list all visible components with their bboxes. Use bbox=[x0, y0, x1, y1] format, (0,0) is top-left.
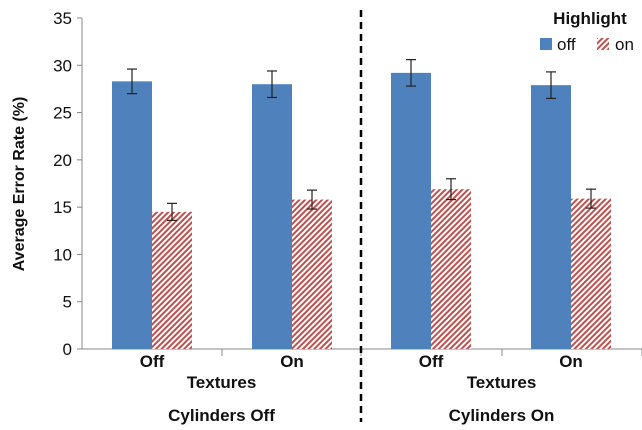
legend-title: Highlight bbox=[553, 9, 627, 28]
category-label: Off bbox=[419, 352, 444, 371]
bar-off-off-panel1 bbox=[112, 81, 152, 349]
group-axis-label: Textures bbox=[467, 373, 537, 392]
group-axis-label: Textures bbox=[187, 373, 257, 392]
y-axis-title: Average Error Rate (%) bbox=[11, 97, 28, 272]
legend-label-on: on bbox=[615, 35, 634, 54]
y-tick-label: 35 bbox=[53, 9, 72, 28]
bar-on-off-panel1 bbox=[152, 211, 192, 349]
y-tick-label: 10 bbox=[53, 245, 72, 264]
y-tick-label: 15 bbox=[53, 198, 72, 217]
legend-swatch-on bbox=[597, 38, 609, 50]
category-label: On bbox=[280, 352, 304, 371]
bar-off-on-panel2 bbox=[531, 85, 571, 349]
y-tick-label: 0 bbox=[63, 340, 72, 359]
bar-off-off-panel2 bbox=[391, 72, 431, 349]
category-label: Off bbox=[140, 352, 165, 371]
bar-off-on-panel1 bbox=[252, 84, 292, 349]
bar-on-on-panel2 bbox=[571, 198, 611, 349]
y-tick-label: 5 bbox=[63, 293, 72, 312]
legend-label-off: off bbox=[557, 35, 576, 54]
panel-label: Cylinders Off bbox=[168, 406, 275, 425]
category-label: On bbox=[559, 352, 583, 371]
y-tick-label: 25 bbox=[53, 104, 72, 123]
panel-label: Cylinders On bbox=[449, 406, 555, 425]
bar-on-on-panel1 bbox=[292, 199, 332, 349]
y-tick-label: 20 bbox=[53, 151, 72, 170]
y-tick-label: 30 bbox=[53, 56, 72, 75]
bar-on-off-panel2 bbox=[431, 189, 471, 349]
legend-swatch-off bbox=[540, 38, 552, 50]
legend: Highlight off on bbox=[540, 9, 634, 54]
